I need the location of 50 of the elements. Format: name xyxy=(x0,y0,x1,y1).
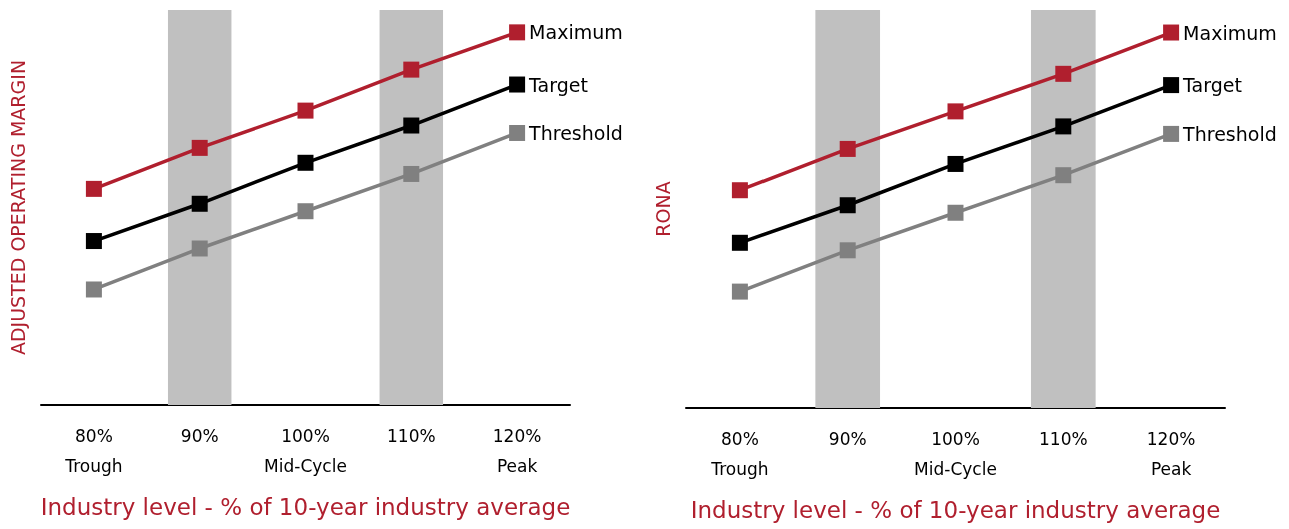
point xyxy=(191,139,208,156)
point xyxy=(731,182,748,199)
x-tick-label: 100% Mid-Cycle xyxy=(914,429,997,479)
series-label: Threshold xyxy=(1182,122,1277,145)
point xyxy=(1163,24,1180,41)
point xyxy=(1055,65,1072,82)
x-tick-label: 100% Mid-Cycle xyxy=(264,426,347,476)
y-axis-title: ADJUSTED OPERATING MARGIN xyxy=(6,59,29,356)
series-label: Target xyxy=(528,73,588,96)
point xyxy=(297,102,314,119)
point xyxy=(297,154,314,171)
x-tick-label: 90% xyxy=(180,426,219,446)
point xyxy=(947,103,964,120)
point xyxy=(947,155,964,172)
point xyxy=(731,283,748,300)
point xyxy=(509,76,526,93)
point xyxy=(1163,77,1180,94)
x-tick-label: 120% Peak xyxy=(492,426,542,476)
point xyxy=(509,124,526,141)
point xyxy=(947,204,964,221)
y-axis-title: RONA xyxy=(651,181,674,237)
point xyxy=(1055,118,1072,135)
x-tick-label: 110% xyxy=(387,426,436,446)
point xyxy=(839,140,856,157)
point xyxy=(191,195,208,212)
point xyxy=(297,203,314,220)
x-tick-label: 90% xyxy=(828,429,867,449)
point xyxy=(85,281,102,298)
point xyxy=(1163,125,1180,142)
x-tick-label: 80% Trough xyxy=(710,429,769,479)
point xyxy=(839,197,856,214)
series-label: Threshold xyxy=(528,121,623,144)
series-label: Maximum xyxy=(529,21,623,44)
x-axis-title: Industry level - % of 10-year industry average xyxy=(690,496,1221,523)
x-tick-label: 80% Trough xyxy=(64,426,123,476)
point xyxy=(403,165,420,182)
x-axis-title: Industry level - % of 10-year industry average xyxy=(40,493,571,520)
point xyxy=(85,180,102,197)
point xyxy=(1055,167,1072,184)
series-label: Target xyxy=(1182,74,1242,97)
series-label: Maximum xyxy=(1183,21,1277,44)
point xyxy=(403,117,420,134)
point xyxy=(403,61,420,78)
point xyxy=(509,24,526,41)
point xyxy=(191,240,208,257)
x-tick-label: 120% Peak xyxy=(1146,429,1196,479)
point xyxy=(731,234,748,251)
point xyxy=(839,242,856,259)
x-tick-label: 110% xyxy=(1039,429,1088,449)
point xyxy=(85,233,102,250)
